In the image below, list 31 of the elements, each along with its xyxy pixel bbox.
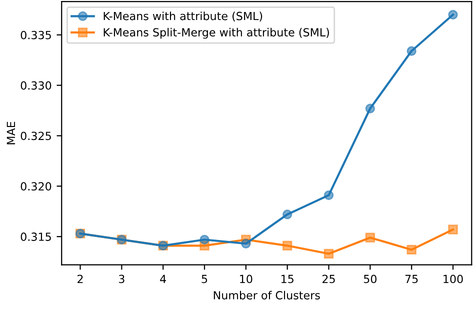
point [282,240,292,251]
point [241,238,251,249]
y-tick-label: 0.325 [20,132,51,140]
point [365,104,376,114]
y-tick-label: 0.335 [20,30,51,40]
x-tick-label: 100 [444,274,463,284]
legend-label: K-Means Split-Merge with attribute (SML) [104,28,329,39]
point [365,232,376,242]
legend-label: K-Means with attribute (SML) [104,12,262,22]
point [200,234,210,244]
x-axis-title: Number of Clusters [214,290,320,300]
y-axis-title: MAE [6,122,15,144]
point [282,210,292,220]
point [406,244,416,255]
y-tick-label: 0.320 [20,182,52,191]
y-tick-label: 0.315 [20,232,51,241]
y-tick-label: 0.330 [20,81,52,90]
point [448,10,458,20]
x-tick-label: 25 [322,274,335,284]
x-tick-label: 50 [364,274,376,284]
point [324,190,334,200]
x-tick-label: 3 [118,274,124,284]
x-tick-label: 5 [202,274,208,284]
point [448,224,458,234]
x-tick-label: 2 [78,274,83,283]
point [324,248,334,259]
x-tick-label: 15 [281,274,294,284]
x-tick-label: 10 [240,274,252,284]
x-tick-label: 4 [160,274,166,283]
point [406,46,416,56]
x-tick-label: 75 [405,274,418,284]
